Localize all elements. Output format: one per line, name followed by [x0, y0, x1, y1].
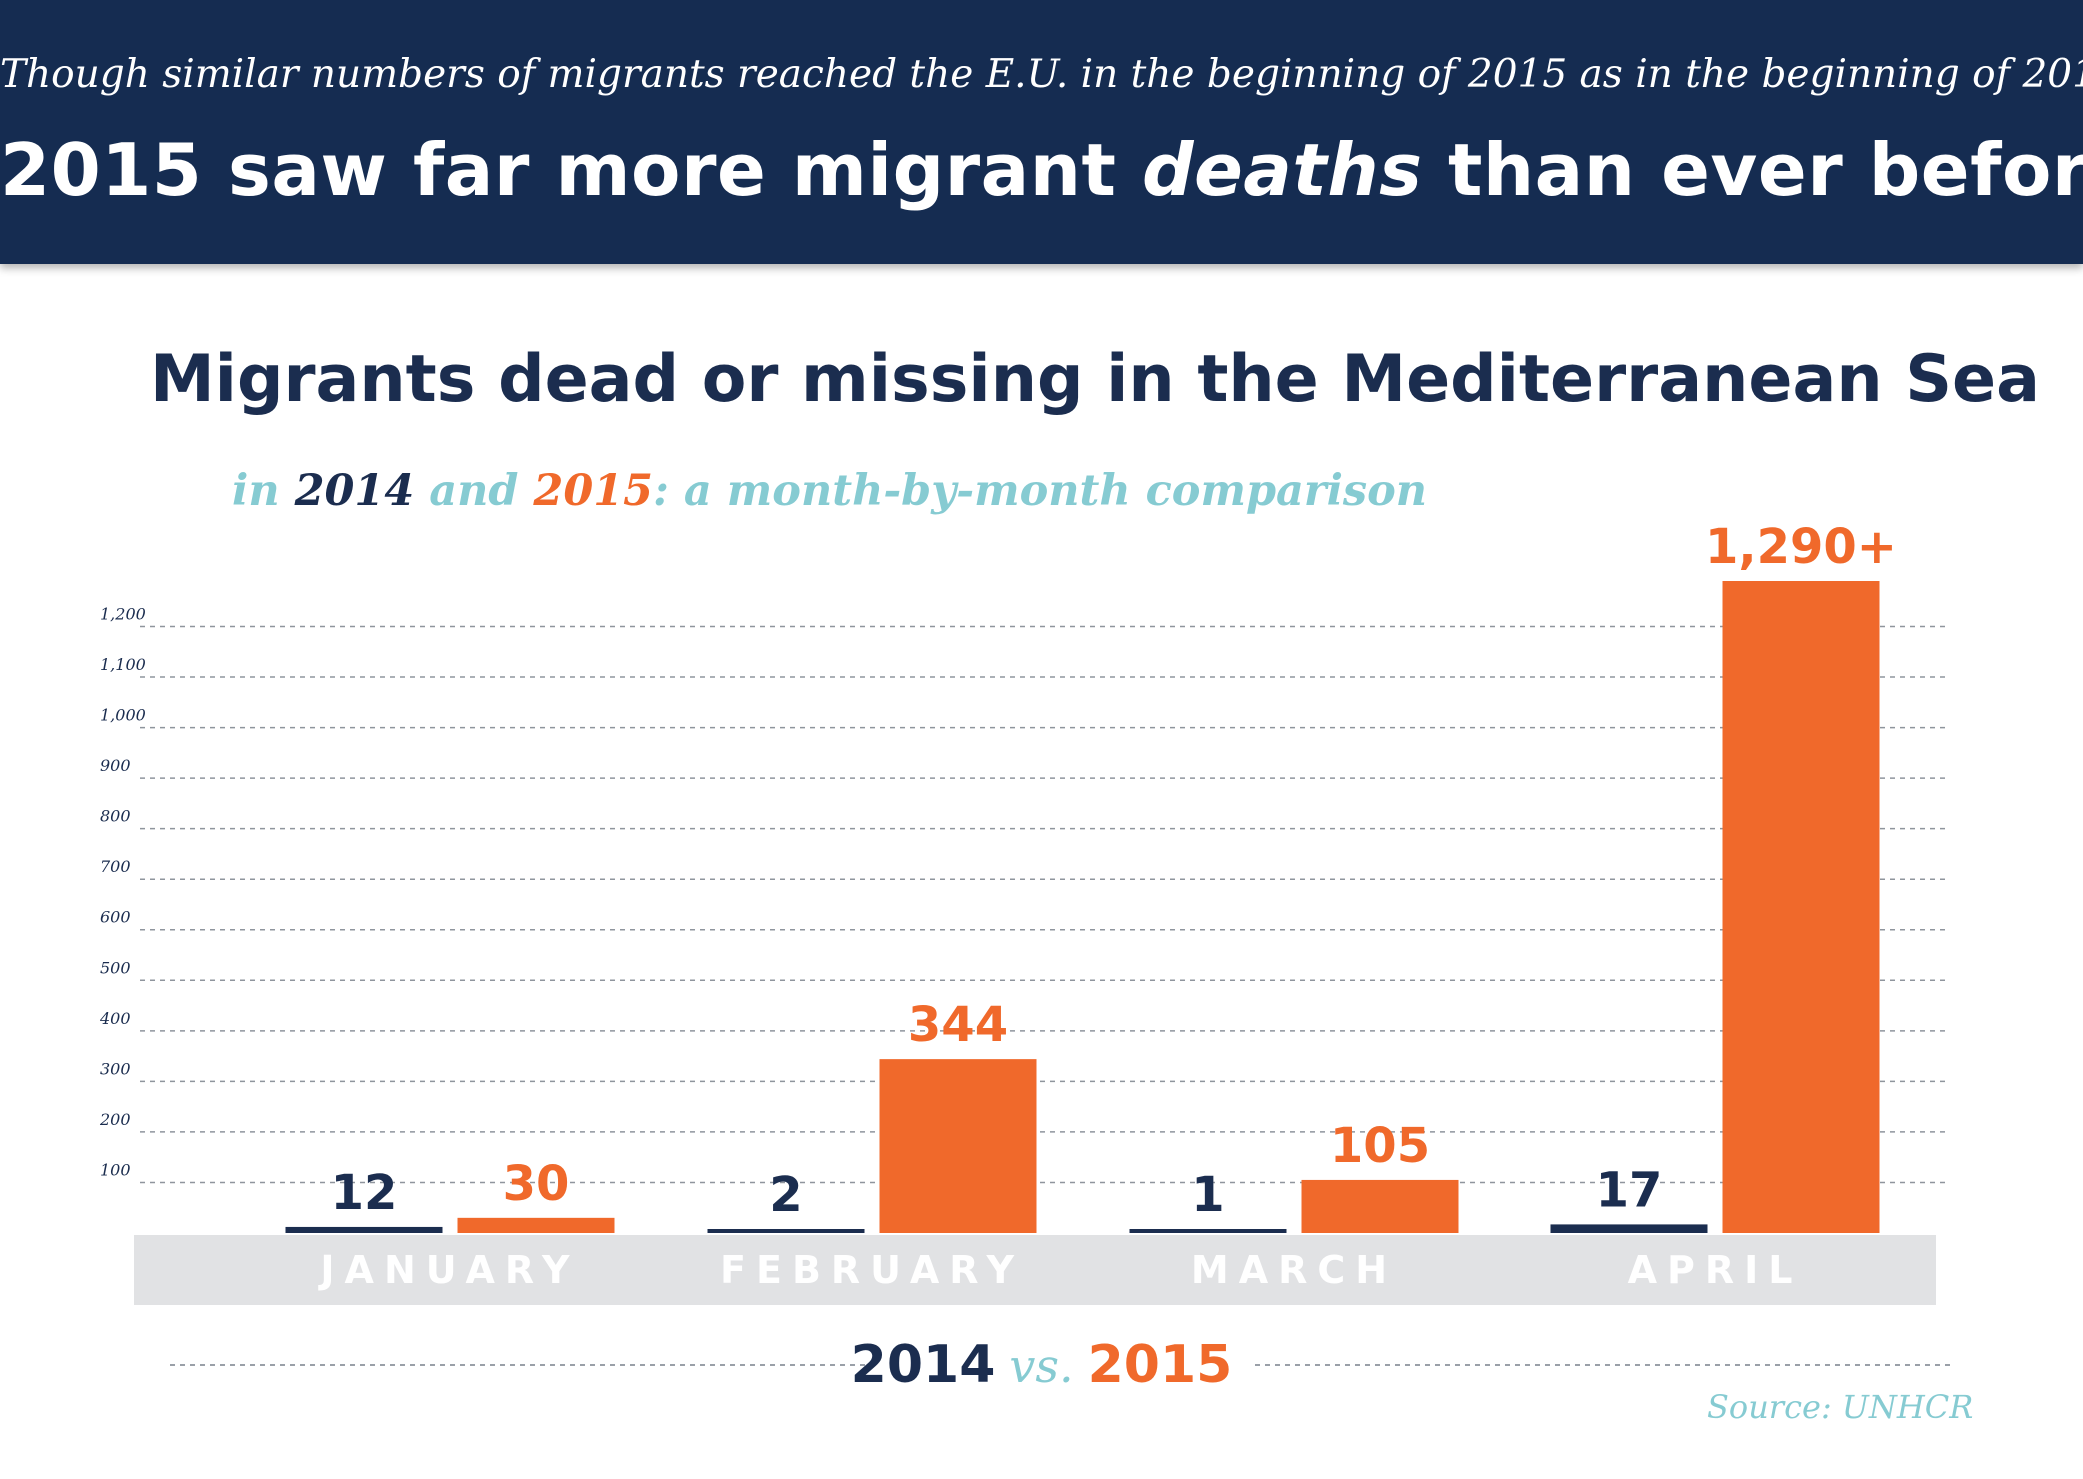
subtitle-part-in: in	[232, 466, 295, 516]
headline-emphasis: deaths	[1141, 128, 1423, 212]
headline-text-start: 2015 saw far more migrant	[0, 128, 1142, 212]
y-tick-label: 300	[100, 1059, 131, 1078]
y-tick-label: 800	[100, 807, 131, 826]
data-label-2014-april: 17	[1596, 1162, 1663, 1218]
subtitle-year-2014: 2014	[294, 466, 415, 516]
header-banner: Though similar numbers of migrants reach…	[0, 0, 2083, 264]
bar-2014-january	[285, 1226, 443, 1233]
y-tick-label: 400	[99, 1009, 131, 1028]
y-tick-label: 100	[100, 1160, 131, 1179]
data-label-2015-january: 30	[503, 1156, 570, 1212]
grid-layer: 100 200 300 400 500 600 700 800 900 1,000 1,100 1,2…	[99, 604, 1950, 1184]
chart-title: Migrants dead or missing in the Mediterr…	[150, 342, 2040, 417]
subtitle-year-2015: 2015	[533, 466, 654, 516]
header-headline: 2015 saw far more migrant deaths than ev…	[0, 128, 2083, 212]
x-axis-band	[134, 1235, 1936, 1305]
y-tick-label: 500	[100, 958, 131, 977]
bar-2014-march	[1129, 1229, 1287, 1233]
y-tick-label: 200	[99, 1110, 131, 1129]
subtitle-part-comparison: : a month-by-month comparison	[653, 466, 1428, 516]
x-axis: JANUARY FEBRUARY MARCH APRIL	[134, 1235, 1936, 1305]
data-label-2015-february: 344	[908, 997, 1008, 1053]
x-tick-label-april: APRIL	[1628, 1248, 1803, 1292]
legend-vs: vs.	[1009, 1339, 1074, 1393]
y-tick-label: 700	[100, 857, 131, 876]
bar-2015-january	[457, 1217, 615, 1233]
data-label-2015-april: 1,290+	[1705, 519, 1897, 575]
y-tick-label: 1,200	[100, 604, 146, 623]
legend-2014: 2014	[850, 1335, 996, 1395]
subtitle-part-and: and	[414, 466, 534, 516]
y-tick-label: 1,100	[100, 655, 146, 674]
bar-2014-february	[707, 1229, 865, 1233]
x-tick-label-february: FEBRUARY	[720, 1248, 1024, 1292]
x-tick-label-march: MARCH	[1191, 1248, 1397, 1292]
legend: 2014 vs. 2015	[0, 1335, 2083, 1395]
bars-layer: 12 2 1 17 30 344 105 1,290+	[285, 519, 1897, 1233]
y-tick-label: 900	[100, 756, 131, 775]
legend-2015: 2015	[1087, 1335, 1233, 1395]
bar-2015-february	[879, 1059, 1037, 1233]
data-label-2015-march: 105	[1330, 1118, 1430, 1174]
bar-2015-march	[1301, 1179, 1459, 1233]
x-tick-label-january: JANUARY	[317, 1248, 579, 1292]
data-label-2014-january: 12	[331, 1165, 398, 1221]
bar-2015-april	[1722, 581, 1880, 1233]
data-label-2014-march: 1	[1191, 1167, 1224, 1223]
y-tick-label: 600	[100, 908, 131, 927]
headline-text-end: than ever before.	[1448, 128, 2083, 212]
y-tick-label: 1,000	[100, 706, 146, 725]
data-label-2014-february: 2	[769, 1167, 802, 1223]
source-note: Source: UNHCR	[1707, 1388, 1974, 1426]
header-subtitle: Though similar numbers of migrants reach…	[0, 52, 2083, 97]
bar-2014-april	[1550, 1224, 1708, 1233]
chart-subtitle: in 2014 and 2015: a month-by-month compa…	[232, 466, 1427, 516]
